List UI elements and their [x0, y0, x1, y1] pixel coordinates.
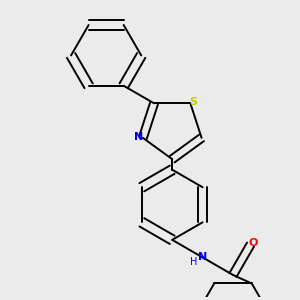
Text: N: N [198, 252, 207, 262]
Text: O: O [248, 238, 258, 248]
Text: N: N [134, 132, 143, 142]
Text: S: S [190, 97, 197, 107]
Text: H: H [190, 257, 197, 267]
